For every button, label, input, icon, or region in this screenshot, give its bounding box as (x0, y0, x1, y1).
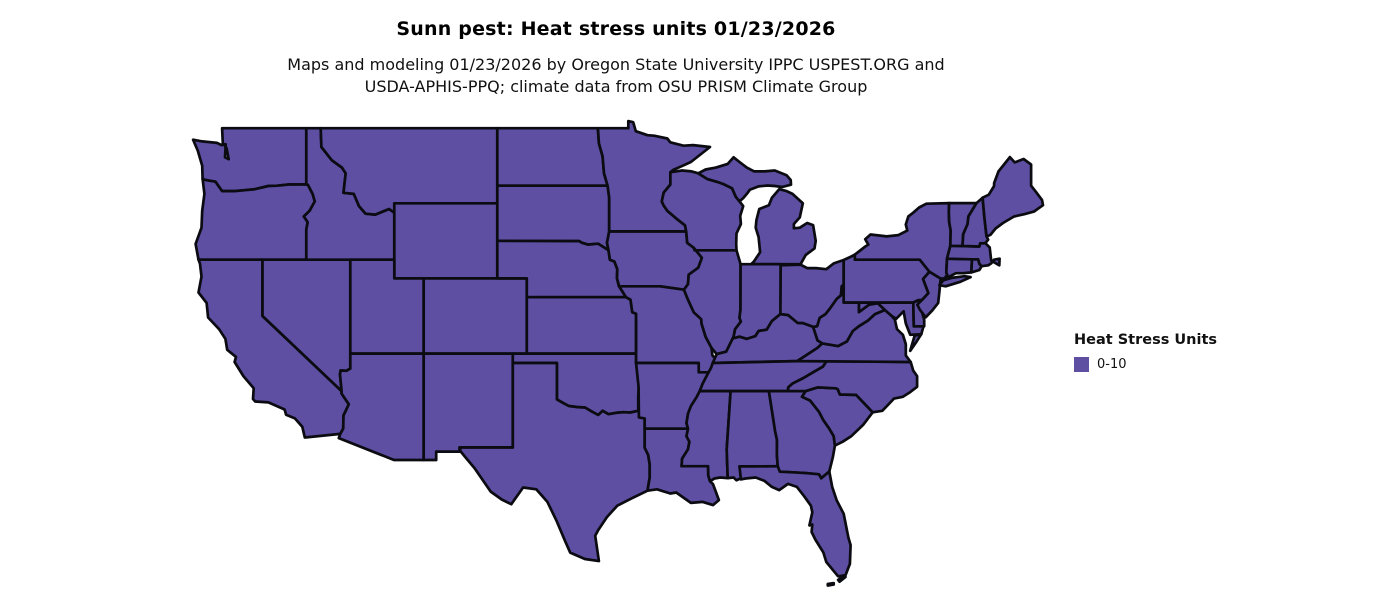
state-fl (738, 464, 852, 578)
state-keys2 (836, 574, 847, 584)
us-map-svg (191, 119, 1045, 587)
legend-item-label: 0-10 (1097, 357, 1127, 372)
state-me (981, 155, 1045, 238)
state-nm (422, 352, 515, 462)
state-tx (458, 361, 652, 563)
page-title: Sunn pest: Heat stress units 01/23/2026 (396, 18, 836, 40)
state-az (337, 352, 426, 462)
state-ks (525, 295, 638, 355)
legend: Heat Stress Units 0-10 (1074, 332, 1217, 372)
state-pa (842, 253, 931, 304)
state-wy (392, 201, 499, 280)
legend-swatch (1074, 357, 1089, 372)
us-map (186, 116, 1046, 588)
state-nc (786, 359, 919, 414)
state-nd (495, 126, 609, 188)
state-mi-up (696, 155, 793, 203)
subtitle: Maps and modeling 01/23/2026 by Oregon S… (0, 54, 1232, 98)
state-va-shore (908, 332, 923, 353)
legend-title: Heat Stress Units (1074, 332, 1218, 348)
legend-item: 0-10 (1074, 357, 1217, 372)
state-keys1 (826, 581, 836, 587)
state-co (422, 277, 529, 355)
state-mi-lp (749, 187, 818, 266)
subtitle-line-1: Maps and modeling 01/23/2026 by Oregon S… (287, 55, 945, 74)
state-or (194, 177, 317, 262)
state-long-island (938, 274, 972, 288)
subtitle-line-2: USDA-APHIS-PPQ; climate data from OSU PR… (364, 77, 868, 96)
